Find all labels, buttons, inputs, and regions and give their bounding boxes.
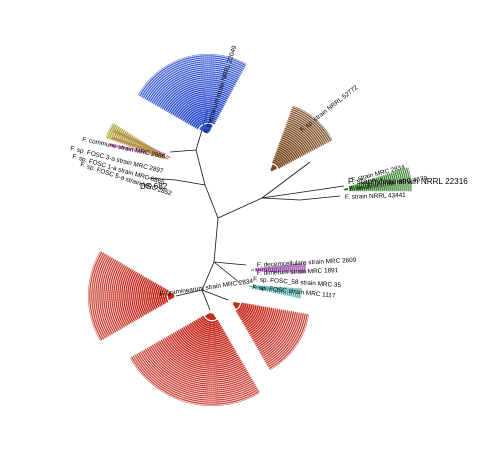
leaf-label-mark <box>238 307 291 356</box>
leaf-label-mark <box>239 306 298 347</box>
branch <box>213 261 241 284</box>
label-brown: F. sp. strain NRRL 52772 <box>299 84 360 134</box>
branch <box>169 149 197 153</box>
branch <box>201 261 215 291</box>
leaf-label-mark <box>239 305 299 345</box>
leaf-label-mark <box>240 304 306 331</box>
branch <box>204 184 219 219</box>
leaf-label-mark <box>240 303 308 324</box>
branch <box>201 289 211 311</box>
leaf-label-mark <box>240 303 307 329</box>
leaf-label-mark <box>236 309 278 367</box>
leaf-label-mark <box>253 285 302 299</box>
leaf-label-mark <box>277 137 333 169</box>
leaf-label-mark <box>239 305 300 343</box>
leaf-label-fans <box>87 53 413 407</box>
leaf-branch <box>166 156 171 158</box>
leaf-label-mark <box>241 302 310 317</box>
branch <box>147 177 177 181</box>
leaf-label-mark <box>240 303 308 326</box>
leaf-branch <box>204 312 211 317</box>
leaf-label-mark <box>237 308 286 361</box>
branch <box>195 149 206 186</box>
branch <box>299 195 341 201</box>
leaf-label-mark <box>111 122 165 158</box>
leaf-branch <box>166 155 171 158</box>
branch <box>217 197 263 219</box>
leaf-branch <box>164 156 169 160</box>
branch <box>201 289 229 301</box>
leaf-branch <box>168 291 175 296</box>
leaf-branch <box>248 285 252 288</box>
branch <box>261 197 301 201</box>
leaf-label-mark <box>238 306 296 349</box>
leaf-label-mark <box>236 309 277 368</box>
label-purple-2: F. dimerum strain MRC 1891 <box>257 267 339 277</box>
leaf-branch <box>166 155 171 158</box>
leaf-label-mark <box>241 302 309 320</box>
leaf-label-mark <box>239 305 301 341</box>
leaf-label-mark <box>235 309 275 370</box>
label-purple-1: F. decemcellulare strain MRC 2609 <box>257 257 357 269</box>
branch <box>175 179 206 186</box>
leaf-branch <box>232 303 237 310</box>
label-green-3: F. strain NRRL 43441 <box>345 192 407 201</box>
branch <box>261 161 311 199</box>
leaf-label-mark <box>237 307 289 358</box>
branch <box>213 217 219 263</box>
leaf-label-mark <box>240 304 304 335</box>
label-staphyleae: F. staphyleae strain NRRL 22316 <box>348 177 468 186</box>
leaf-label-mark <box>129 315 205 361</box>
leaf-label-mark <box>240 304 305 333</box>
branch <box>213 261 247 266</box>
branch <box>261 185 345 199</box>
leaf-label-mark <box>239 305 302 339</box>
leaf-label-mark <box>238 306 295 351</box>
leaf-label-mark <box>212 62 247 125</box>
leaf-label-mark <box>235 309 273 371</box>
branch <box>175 289 203 297</box>
leaf-label-mark <box>238 307 292 355</box>
leaf-label-mark <box>237 308 284 363</box>
leaf-label-mark <box>240 302 309 322</box>
leaf-label-mark <box>255 268 307 274</box>
leaf-branch <box>208 125 213 133</box>
leaf-label-mark <box>237 307 287 360</box>
leaf-label-mark <box>240 304 303 337</box>
leaf-label-mark <box>99 250 169 293</box>
label-ds682: DS 682 <box>140 182 168 191</box>
leaf-label-mark <box>236 308 282 364</box>
leaf-label-mark <box>109 143 165 158</box>
tree-branches <box>147 109 345 311</box>
label-graminearum: F. graminearum strain MRC 2834 <box>159 278 254 298</box>
leaf-label-mark <box>238 307 294 353</box>
leaf-label-mark <box>236 308 280 366</box>
leaf-branch <box>271 168 278 172</box>
